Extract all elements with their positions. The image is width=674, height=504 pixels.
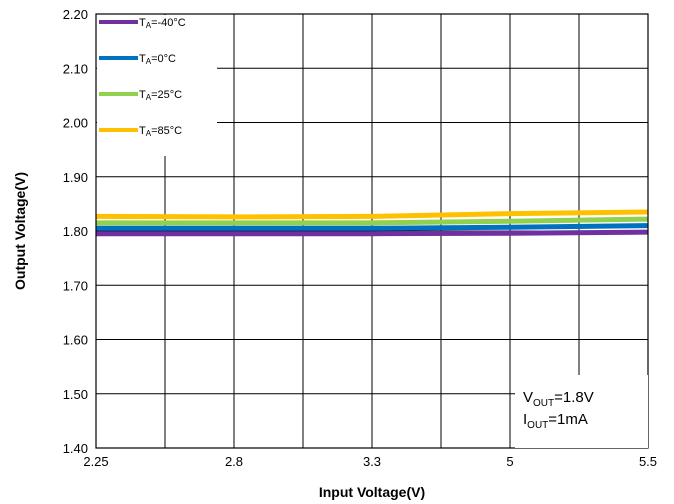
x-tick-label: 2.8 [225,454,243,469]
x-tick-label: 3.3 [363,454,381,469]
series-line [96,229,649,237]
x-tick-label: 5.5 [639,454,657,469]
legend-box [97,15,217,156]
y-tick-label: 1.40 [63,441,88,456]
series-line [96,216,649,226]
y-tick-label: 2.20 [63,7,88,22]
series-line [96,223,649,231]
legend-label: TA=25°C [139,89,182,102]
annotation-box [515,375,648,448]
x-tick-label: 2.25 [83,454,108,469]
y-tick-label: 1.50 [63,387,88,402]
y-tick-label: 1.70 [63,278,88,293]
y-tick-label: 1.80 [63,224,88,239]
annotation-vout: VOUT=1.8V [523,389,594,409]
y-tick-label: 1.60 [63,333,88,348]
series-line [95,209,649,220]
y-axis-title: Output Voltage(V) [12,172,28,290]
legend: TA=-40°C TA=0°C TA=25°C TA=85°C [97,15,217,156]
y-tick-label: 1.90 [63,170,88,185]
x-tick-labels: 2.25 2.8 3.3 5 5.5 [83,454,657,469]
x-tick-label: 5 [506,454,513,469]
y-tick-label: 2.00 [63,116,88,131]
annotation: VOUT=1.8V IOUT=1mA [515,375,648,448]
y-tick-labels: 1.40 1.50 1.60 1.70 1.80 1.90 2.00 2.10 2.20 [63,7,88,456]
series-group [95,209,649,237]
legend-label: TA=-40°C [139,17,186,30]
x-axis-title: Input Voltage(V) [319,484,425,500]
annotation-iout-subscript: OUT [527,420,548,431]
annotation-vout-subscript: OUT [533,398,554,409]
legend-label: TA=0°C [139,53,176,66]
annotation-iout: IOUT=1mA [523,411,588,431]
legend-label: TA=85°C [139,125,182,138]
y-tick-label: 2.10 [63,61,88,76]
plot-frame [95,13,649,449]
